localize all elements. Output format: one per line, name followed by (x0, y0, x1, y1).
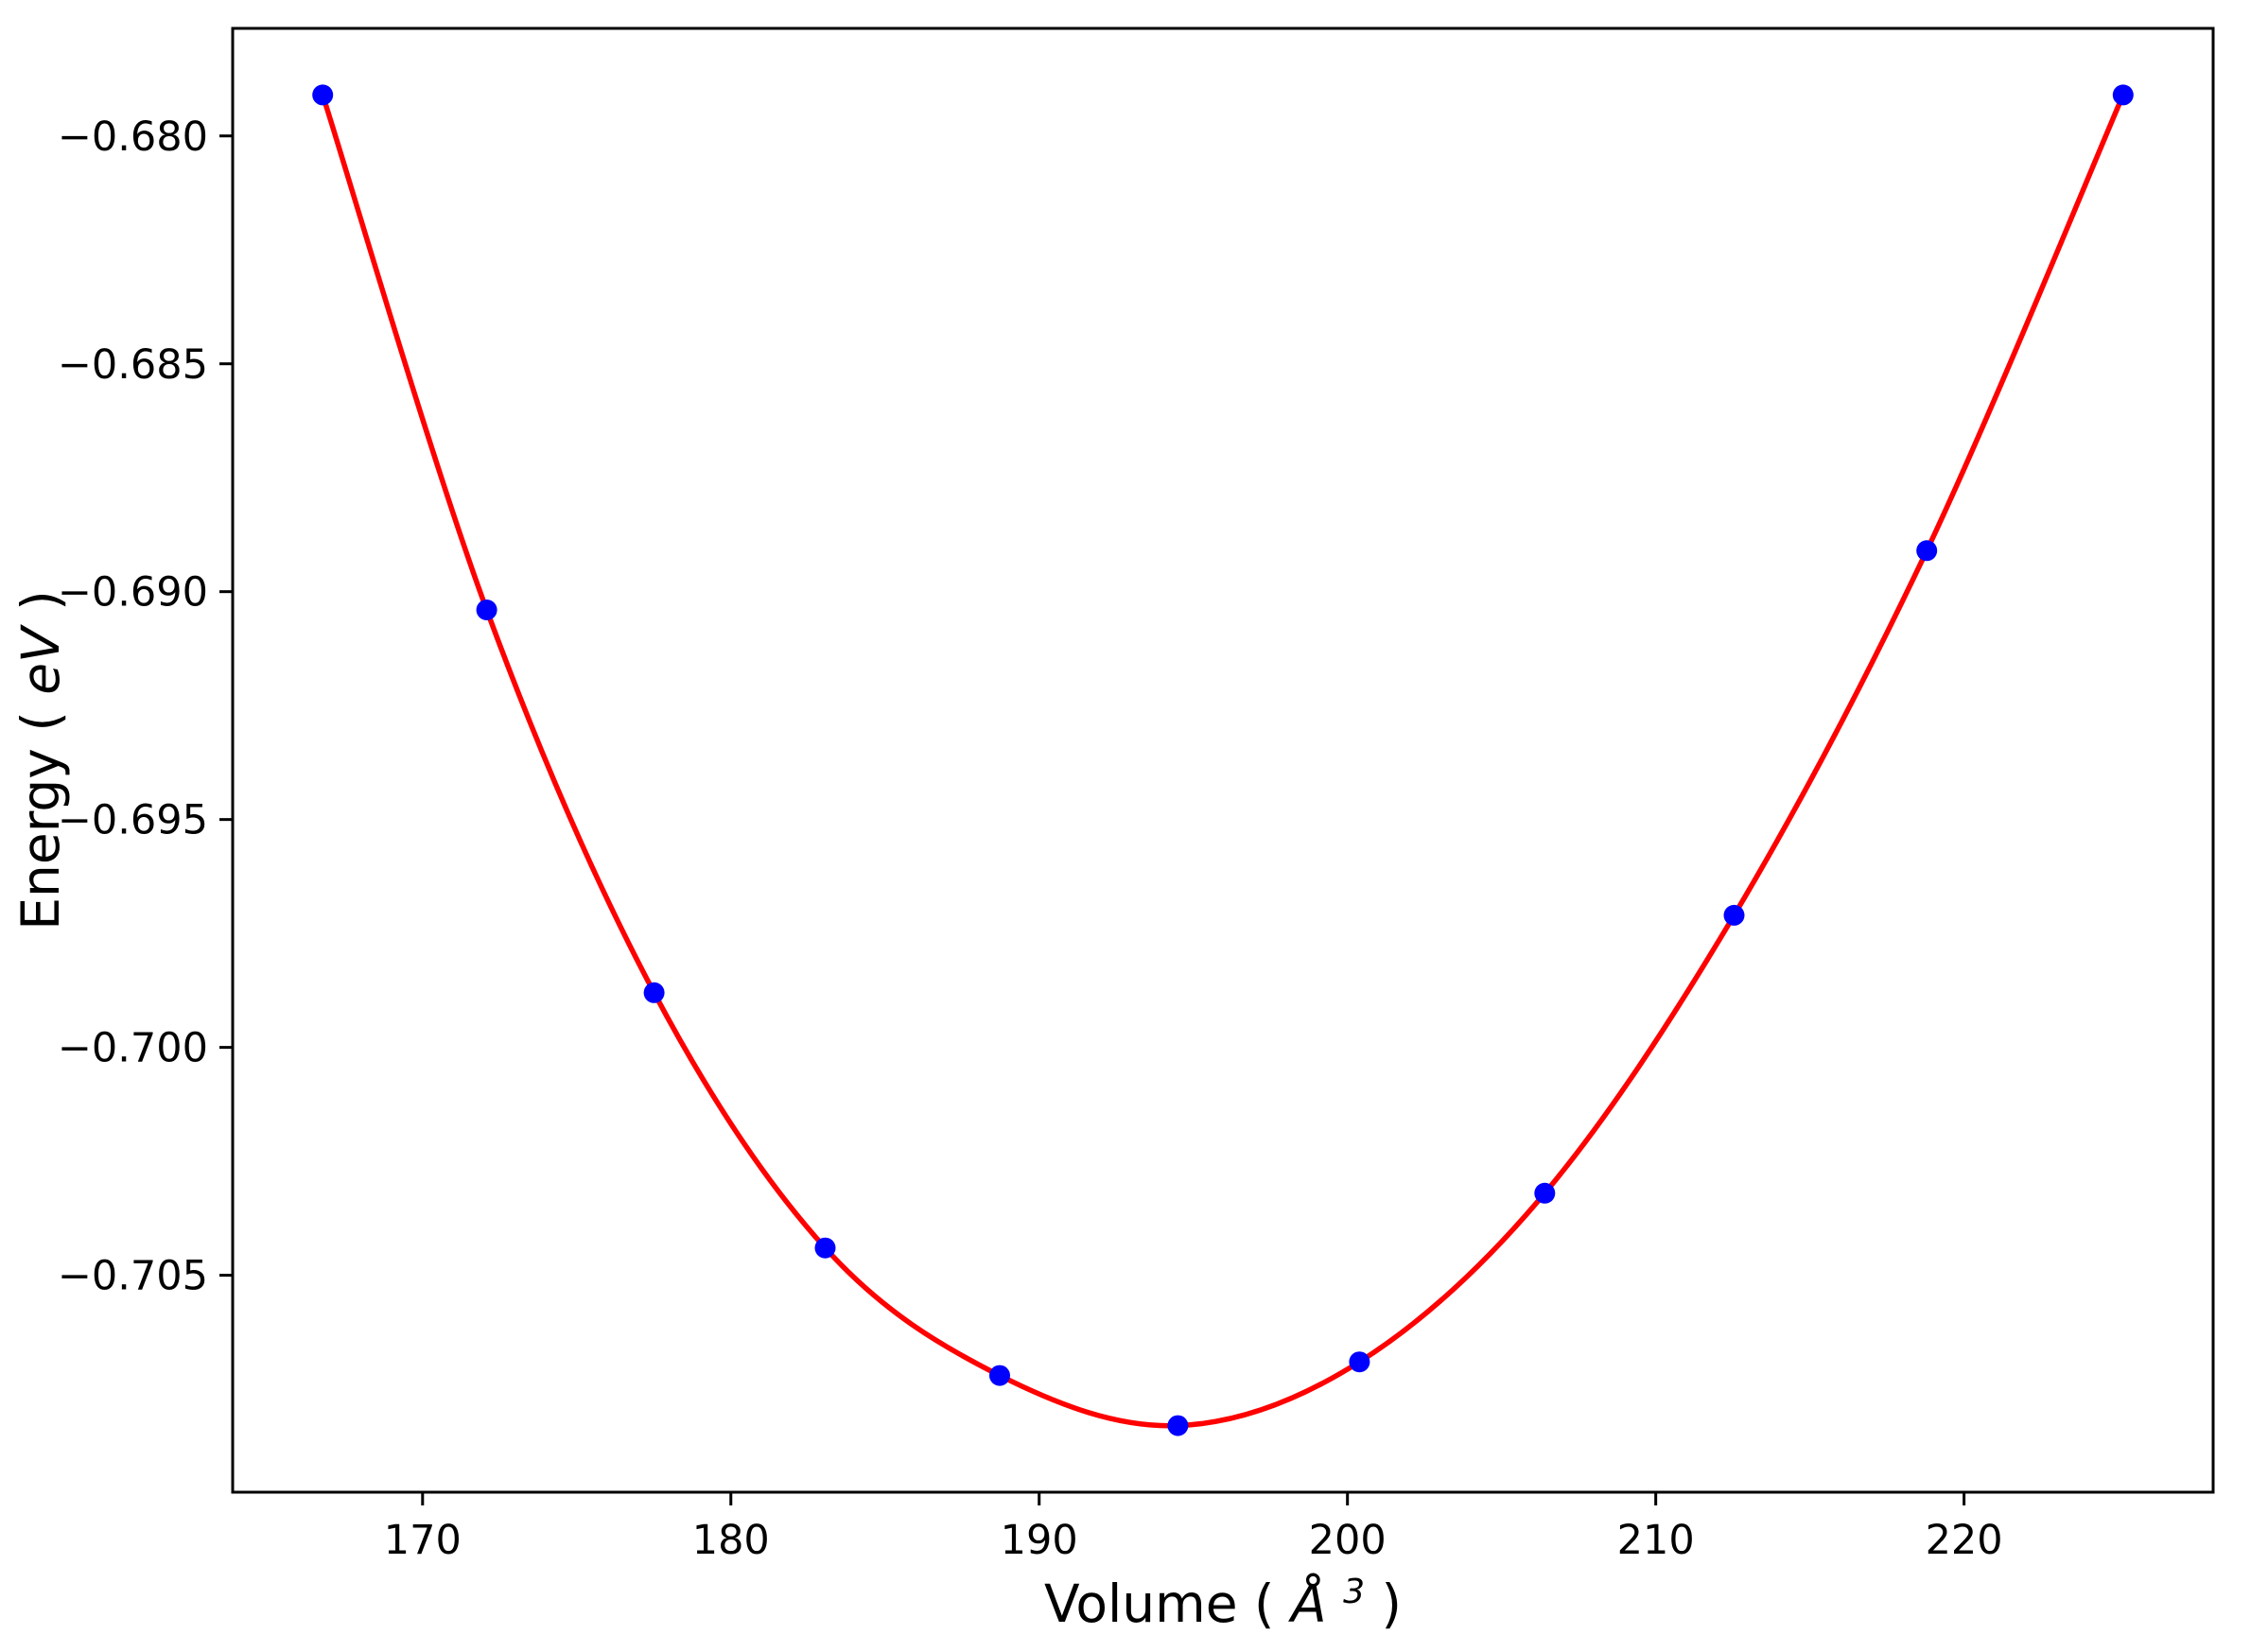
x-tick-label: 200 (1309, 1517, 1387, 1564)
x-tick-label: 190 (1001, 1517, 1078, 1564)
x-axis-label: Volume ( Å 3 ) (1044, 1555, 1402, 1634)
data-point (1723, 904, 1745, 926)
data-point (1349, 1351, 1370, 1373)
data-point (1534, 1182, 1556, 1204)
x-axis-label-prefix: Volume ( (1044, 1574, 1275, 1634)
x-axis-label-suffix: ) (1382, 1574, 1402, 1634)
x-tick-label: 180 (692, 1517, 770, 1564)
y-axis-label-prefix: Energy ( (10, 711, 71, 930)
data-point (312, 84, 334, 106)
data-point (643, 982, 665, 1003)
ev-symbol: eV (10, 624, 71, 695)
y-tick-label: −0.690 (58, 569, 208, 617)
data-points-layer (312, 84, 2134, 1436)
y-axis-label-suffix: ) (10, 590, 71, 610)
y-tick-label: −0.680 (58, 113, 208, 161)
tick-labels-layer: 170 180 190 200 210 220 −0.680 −0.685 −0.690 −0.6… (58, 113, 2003, 1564)
y-tick-label: −0.705 (58, 1253, 208, 1300)
data-point (1916, 540, 1938, 562)
x-tick-label: 220 (1926, 1517, 2003, 1564)
x-tick-label: 170 (384, 1517, 462, 1564)
data-point (2112, 84, 2134, 106)
data-point (1167, 1415, 1189, 1436)
y-tick-label: −0.685 (58, 341, 208, 389)
angstrom-symbol: Å (1288, 1573, 1327, 1634)
ticks-layer (219, 134, 1966, 1505)
y-tick-label: −0.695 (58, 797, 208, 844)
x-tick-label: 210 (1617, 1517, 1695, 1564)
y-tick-label: −0.700 (58, 1025, 208, 1072)
x-axis-label-exponent: 3 (1343, 1573, 1365, 1611)
y-axis-label: Energy ( eV ) (10, 590, 71, 930)
data-point (989, 1365, 1010, 1386)
data-point (476, 600, 497, 620)
data-point (814, 1237, 836, 1259)
plot-border (231, 26, 2215, 1494)
